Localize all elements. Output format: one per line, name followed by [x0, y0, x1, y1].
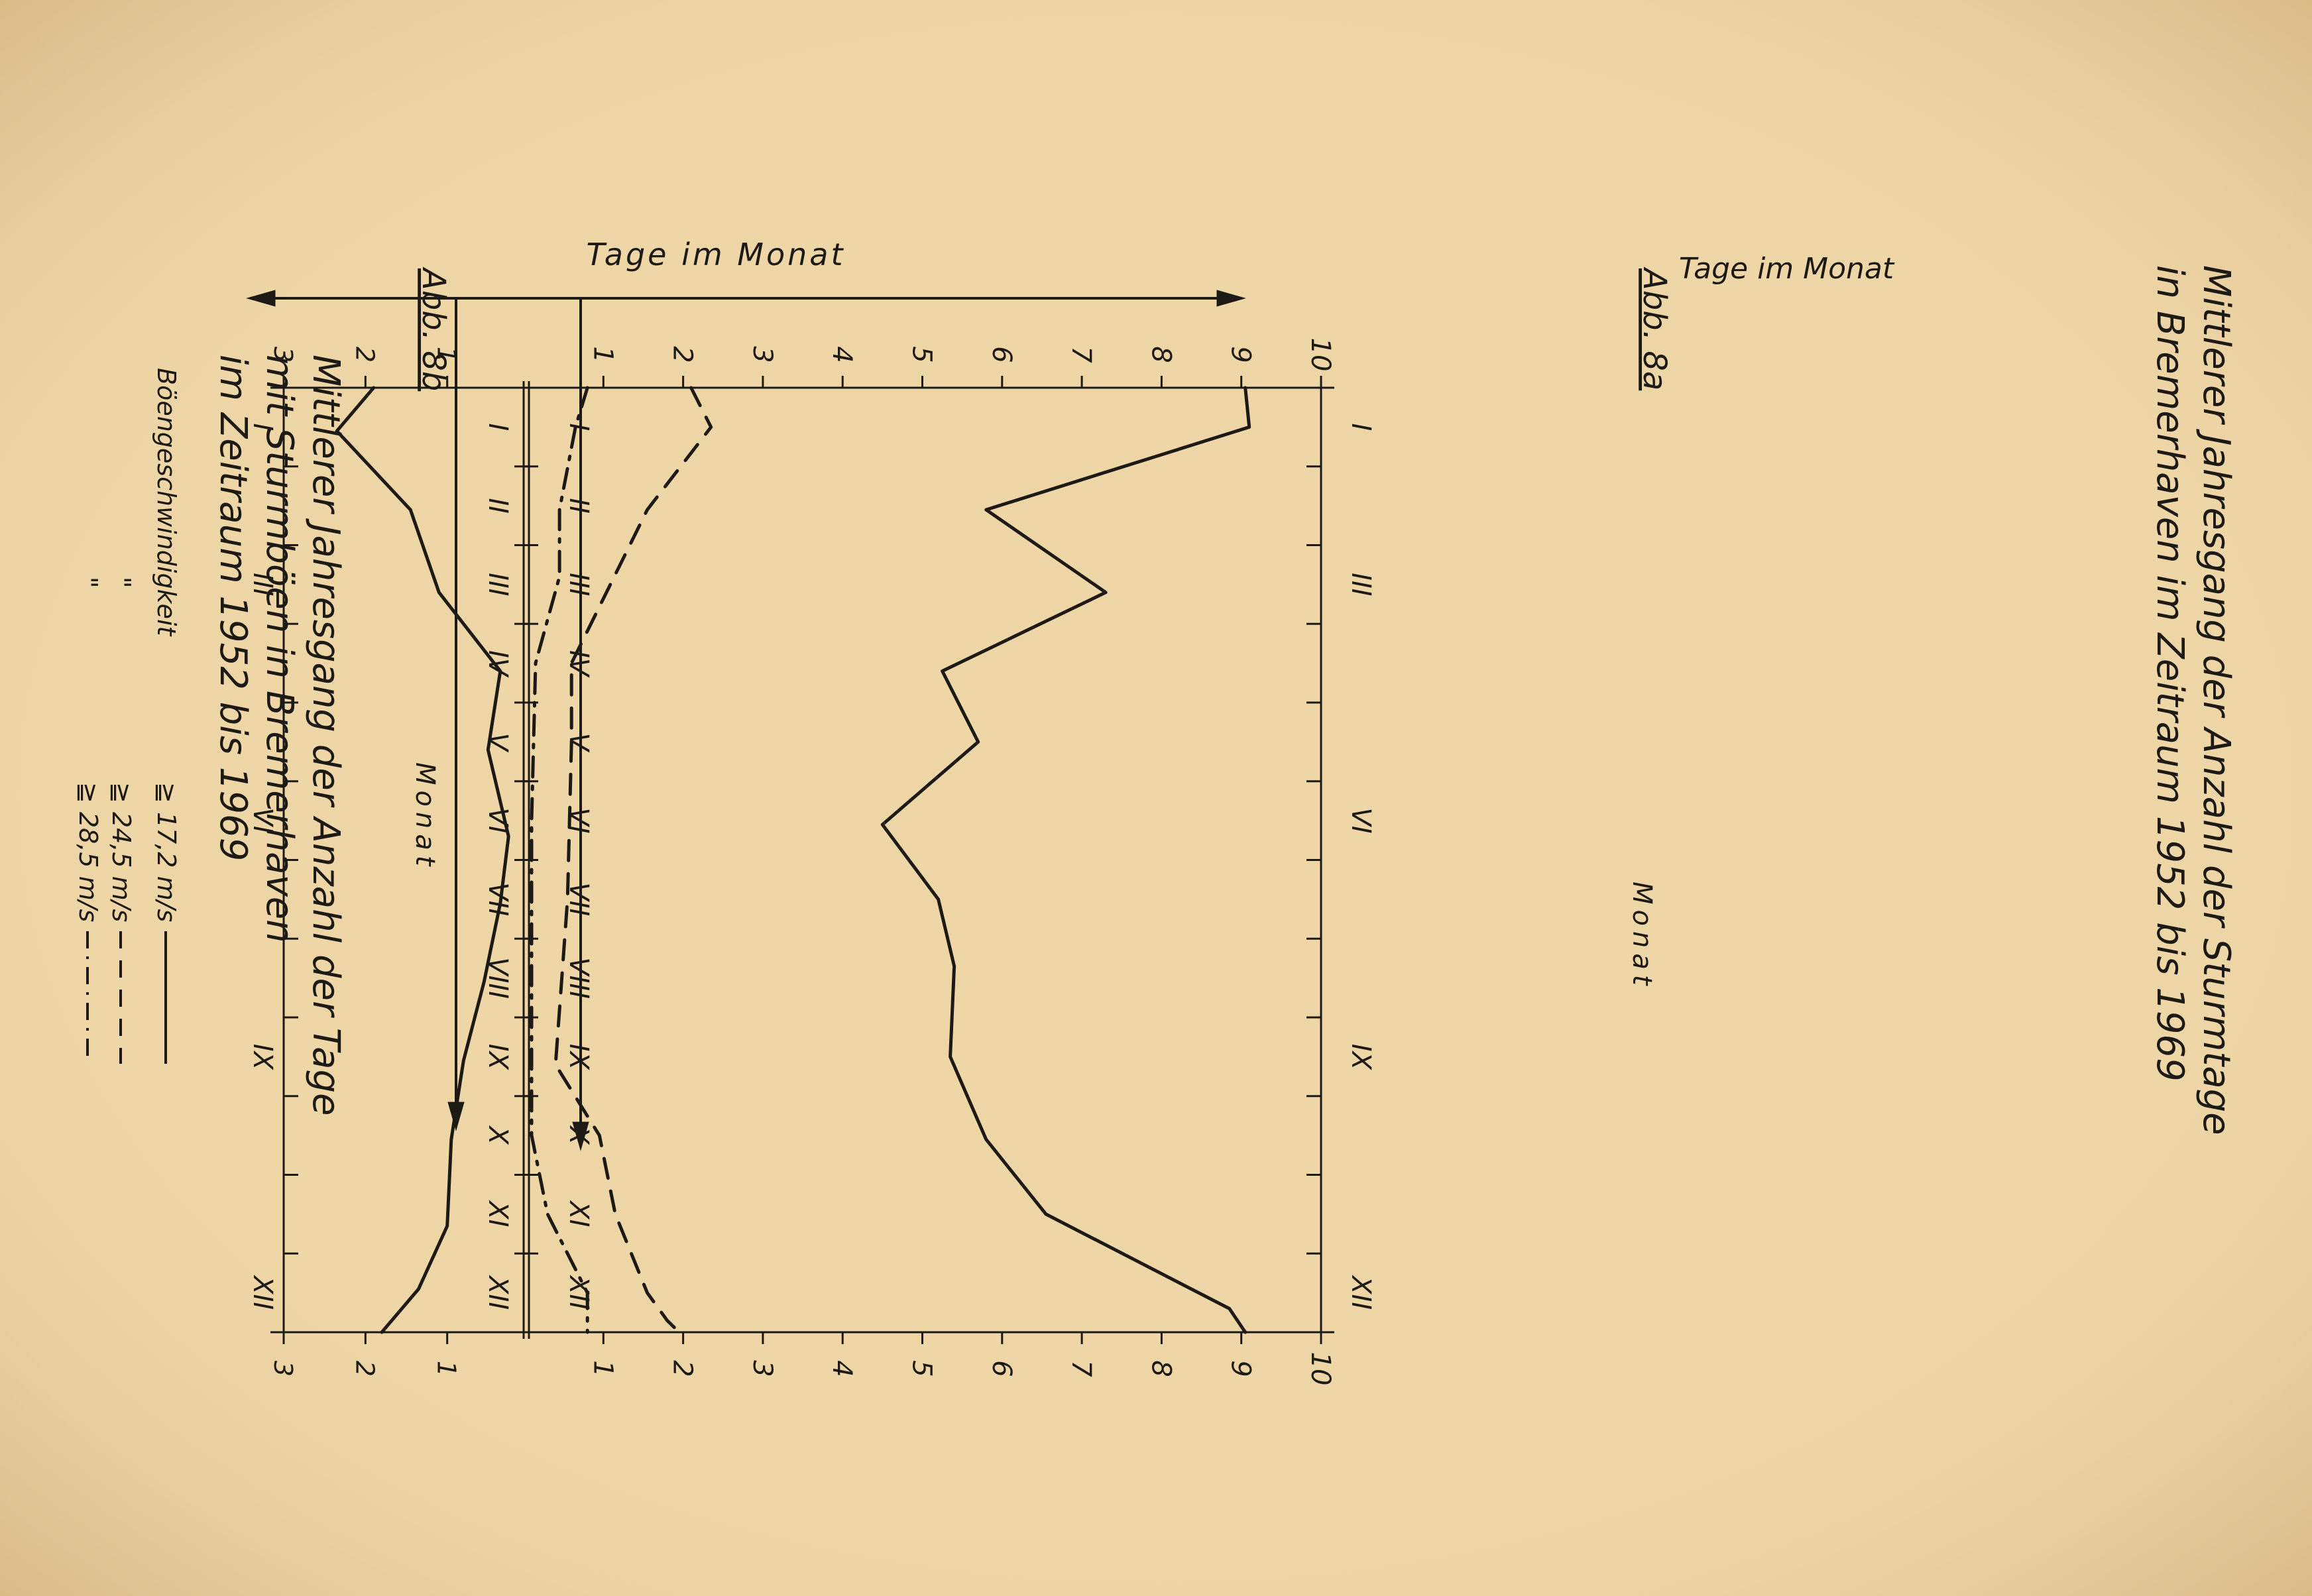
- figure-8b-ticks: IIIIIIIVVVIVIIVIIIIXXXIXIIIIIIVIIXXII112…: [483, 338, 1376, 1386]
- month-label: IX: [563, 1044, 594, 1071]
- legend-row-1-cmp: ≧: [152, 782, 181, 803]
- figure-8b-title-line-3: im Zeitraum 1952 bis 1969: [211, 355, 255, 861]
- legend-row-2-value: 24,5 m/s: [107, 812, 136, 922]
- legend-row-2-cmp: ≧: [107, 782, 136, 803]
- month-label: I: [563, 423, 594, 431]
- month-label-far: IX: [1346, 1044, 1376, 1071]
- month-label-far: XII: [1346, 1275, 1376, 1310]
- figure-8b-title-line-1: Mittlerer Jahresgang der Anzahl der Tage: [304, 355, 347, 1115]
- series-line-dashed: [553, 386, 713, 1334]
- figure-8a-title-line-2: in Bremerhaven im Zeitraum 1952 bis 1969: [2148, 265, 2191, 1082]
- figure-8b-title-line-2: mit Sturmböen in Bremerhaven: [258, 355, 301, 943]
- month-label: I: [483, 423, 513, 431]
- series-line-solid: [880, 386, 1251, 1334]
- month-label-far: I: [247, 423, 278, 431]
- month-label-far: IX: [247, 1044, 278, 1071]
- figure-8b-ylabel: Tage im Monat: [586, 237, 845, 272]
- x-axis-arrowhead: [447, 1102, 465, 1131]
- day-label-right: 4: [827, 1360, 857, 1377]
- day-label-left: 3: [268, 347, 298, 363]
- day-label-left: 9: [1226, 346, 1256, 363]
- month-label-far: VI: [1346, 808, 1376, 834]
- month-label: V: [483, 733, 513, 753]
- legend-row-3-cmp: ≧: [74, 782, 103, 803]
- day-label-left: 7: [1066, 346, 1096, 363]
- month-label-far: XII: [247, 1275, 278, 1310]
- day-label-left: 4: [827, 346, 857, 363]
- day-label-right: 1: [587, 1360, 618, 1377]
- legend-row-3-prefix: ": [74, 577, 103, 588]
- day-label-right: 2: [667, 1360, 698, 1377]
- month-label: VII: [483, 882, 513, 916]
- month-label: X: [483, 1125, 513, 1145]
- figure-8b-arrows: [447, 290, 1246, 1131]
- figure-8b-series: [530, 386, 1251, 1334]
- month-label: IV: [483, 650, 513, 678]
- month-label: IX: [483, 1044, 513, 1071]
- month-label-far: I: [1346, 423, 1376, 431]
- x-axis-arrowhead: [572, 1121, 589, 1151]
- month-label: V: [563, 733, 594, 753]
- y-axis-arrowhead: [1216, 290, 1246, 307]
- figure-8a-xlabel: Monat: [1627, 882, 1657, 991]
- figure-8b-xlabel: Monat: [410, 762, 440, 872]
- month-label: IV: [563, 650, 594, 678]
- day-label-left: 2: [667, 346, 698, 363]
- day-label-right: 5: [907, 1360, 937, 1377]
- month-label: II: [483, 498, 513, 514]
- month-label: X: [563, 1125, 594, 1145]
- figure-8a: Mittlerer Jahresgang der Anzahl der Stur…: [246, 252, 2238, 1377]
- legend-row-3-value: 28,5 m/s: [74, 812, 103, 922]
- month-label: III: [563, 573, 594, 596]
- figure-8b-label: Abb. 8b: [415, 266, 452, 391]
- month-label-far: III: [1346, 573, 1376, 596]
- day-label-right: 3: [268, 1361, 298, 1377]
- day-label-right: 9: [1226, 1360, 1256, 1377]
- day-label-right: 7: [1066, 1360, 1096, 1377]
- figure-8b: Tage im Monat Abb. 8b Monat Mittlerer Ja…: [74, 237, 1376, 1385]
- series-line-dashdot: [530, 386, 589, 1334]
- figure-8a-arrows: [246, 290, 589, 1151]
- month-label: VI: [483, 808, 513, 834]
- figure-8a-ylabel: Tage im Monat: [1679, 252, 1895, 286]
- day-label-right: 8: [1145, 1360, 1176, 1377]
- month-label: XI: [483, 1200, 513, 1227]
- day-label-right: 6: [986, 1360, 1017, 1377]
- figure-8a-series: [335, 386, 510, 1334]
- legend-row-2-prefix: ": [107, 577, 136, 588]
- day-label-right: 10: [1305, 1352, 1336, 1386]
- day-label-left: 2: [350, 347, 379, 363]
- figure-8b-axes: [510, 376, 1334, 1344]
- legend-heading: Böengeschwindigkeit: [152, 368, 181, 638]
- day-label-right: 3: [747, 1360, 778, 1377]
- day-label-left: 5: [907, 346, 937, 363]
- day-label-right: 2: [350, 1361, 379, 1377]
- month-label: VIII: [483, 957, 513, 999]
- month-label: II: [563, 498, 594, 514]
- day-label-left: 8: [1145, 346, 1176, 363]
- figure-8b-legend: Böengeschwindigkeit " " ≧ ≧ ≧ 17,2 m/s 2…: [74, 368, 181, 1064]
- day-label-left: 1: [587, 346, 618, 363]
- month-label: XII: [563, 1275, 594, 1310]
- day-label-left: 3: [747, 346, 778, 363]
- legend-row-1-value: 17,2 m/s: [152, 812, 181, 922]
- month-label: XII: [483, 1275, 513, 1310]
- day-label-left: 6: [986, 346, 1017, 363]
- day-label-right: 1: [432, 1361, 461, 1377]
- month-label-far: III: [247, 573, 278, 596]
- month-label: III: [483, 573, 513, 596]
- day-label-left: 10: [1305, 338, 1336, 372]
- figure-8a-label: Abb. 8a: [1636, 266, 1673, 390]
- month-label-far: VI: [247, 808, 278, 834]
- figure-8a-title-line-1: Mittlerer Jahresgang der Anzahl der Stur…: [2195, 265, 2238, 1135]
- month-label: VIII: [563, 957, 594, 999]
- y-axis-arrowhead: [246, 290, 276, 307]
- series-line-solid: [335, 386, 510, 1334]
- month-label: XI: [563, 1200, 594, 1227]
